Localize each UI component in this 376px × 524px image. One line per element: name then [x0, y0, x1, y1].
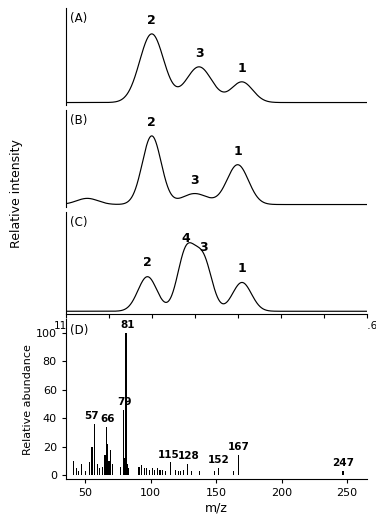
Bar — [165, 471, 166, 475]
Bar — [91, 447, 92, 475]
Bar — [110, 450, 111, 475]
Text: 4: 4 — [182, 232, 191, 245]
Text: 152: 152 — [208, 455, 230, 465]
Y-axis label: Relative abundance: Relative abundance — [23, 344, 33, 454]
Text: (B): (B) — [70, 114, 88, 127]
Text: (C): (C) — [70, 216, 88, 229]
Bar — [178, 471, 179, 475]
Text: 247: 247 — [332, 458, 354, 468]
Text: 128: 128 — [178, 451, 200, 461]
Bar — [233, 471, 234, 475]
Bar — [73, 461, 74, 475]
Text: 115: 115 — [158, 450, 180, 460]
Text: (A): (A) — [70, 12, 88, 25]
Text: 1: 1 — [238, 62, 246, 75]
Text: 2: 2 — [143, 256, 152, 269]
Text: 167: 167 — [227, 442, 249, 452]
Bar — [199, 471, 200, 475]
Bar — [152, 468, 153, 475]
Text: 2: 2 — [147, 116, 156, 129]
Bar — [108, 461, 109, 475]
Bar — [214, 471, 215, 475]
Bar — [343, 471, 344, 475]
Bar — [97, 464, 98, 475]
Bar — [187, 464, 188, 475]
Bar — [183, 470, 184, 475]
Text: 3: 3 — [195, 47, 203, 60]
Bar — [94, 424, 95, 475]
Text: 3: 3 — [190, 173, 199, 187]
Bar — [159, 470, 161, 475]
Bar — [175, 470, 176, 475]
Bar — [78, 471, 79, 475]
Bar — [144, 468, 145, 475]
Text: 1: 1 — [238, 262, 246, 275]
Text: 81: 81 — [120, 320, 135, 330]
Bar — [124, 458, 125, 475]
Text: 1: 1 — [233, 145, 242, 158]
Bar — [127, 464, 128, 475]
Text: Relative intensity: Relative intensity — [11, 139, 23, 248]
Bar — [81, 464, 82, 475]
Bar — [85, 471, 86, 475]
Bar — [138, 467, 139, 475]
Bar — [154, 470, 155, 475]
Bar — [146, 468, 147, 475]
Bar — [106, 427, 107, 475]
Text: 2: 2 — [147, 14, 156, 27]
Bar — [120, 467, 121, 475]
Bar — [149, 470, 150, 475]
Bar — [76, 468, 77, 475]
Text: (D): (D) — [70, 323, 89, 336]
Bar — [128, 468, 129, 475]
Bar — [191, 471, 192, 475]
Bar — [102, 467, 103, 475]
X-axis label: Retention time: Retention time — [170, 335, 262, 348]
Text: 3: 3 — [199, 241, 208, 254]
Bar — [157, 468, 158, 475]
X-axis label: m/z: m/z — [205, 501, 227, 514]
Bar — [218, 468, 220, 475]
Bar — [180, 471, 182, 475]
Text: 57: 57 — [85, 411, 99, 421]
Text: 79: 79 — [117, 397, 132, 407]
Bar — [112, 464, 114, 475]
Text: 66: 66 — [100, 414, 115, 424]
Bar — [107, 444, 108, 475]
Bar — [105, 455, 106, 475]
Bar — [89, 462, 90, 475]
Bar — [99, 468, 100, 475]
Bar — [125, 333, 127, 475]
Bar — [162, 470, 163, 475]
Bar — [238, 455, 239, 475]
Bar — [123, 410, 124, 475]
Bar — [141, 465, 142, 475]
Bar — [170, 462, 171, 475]
